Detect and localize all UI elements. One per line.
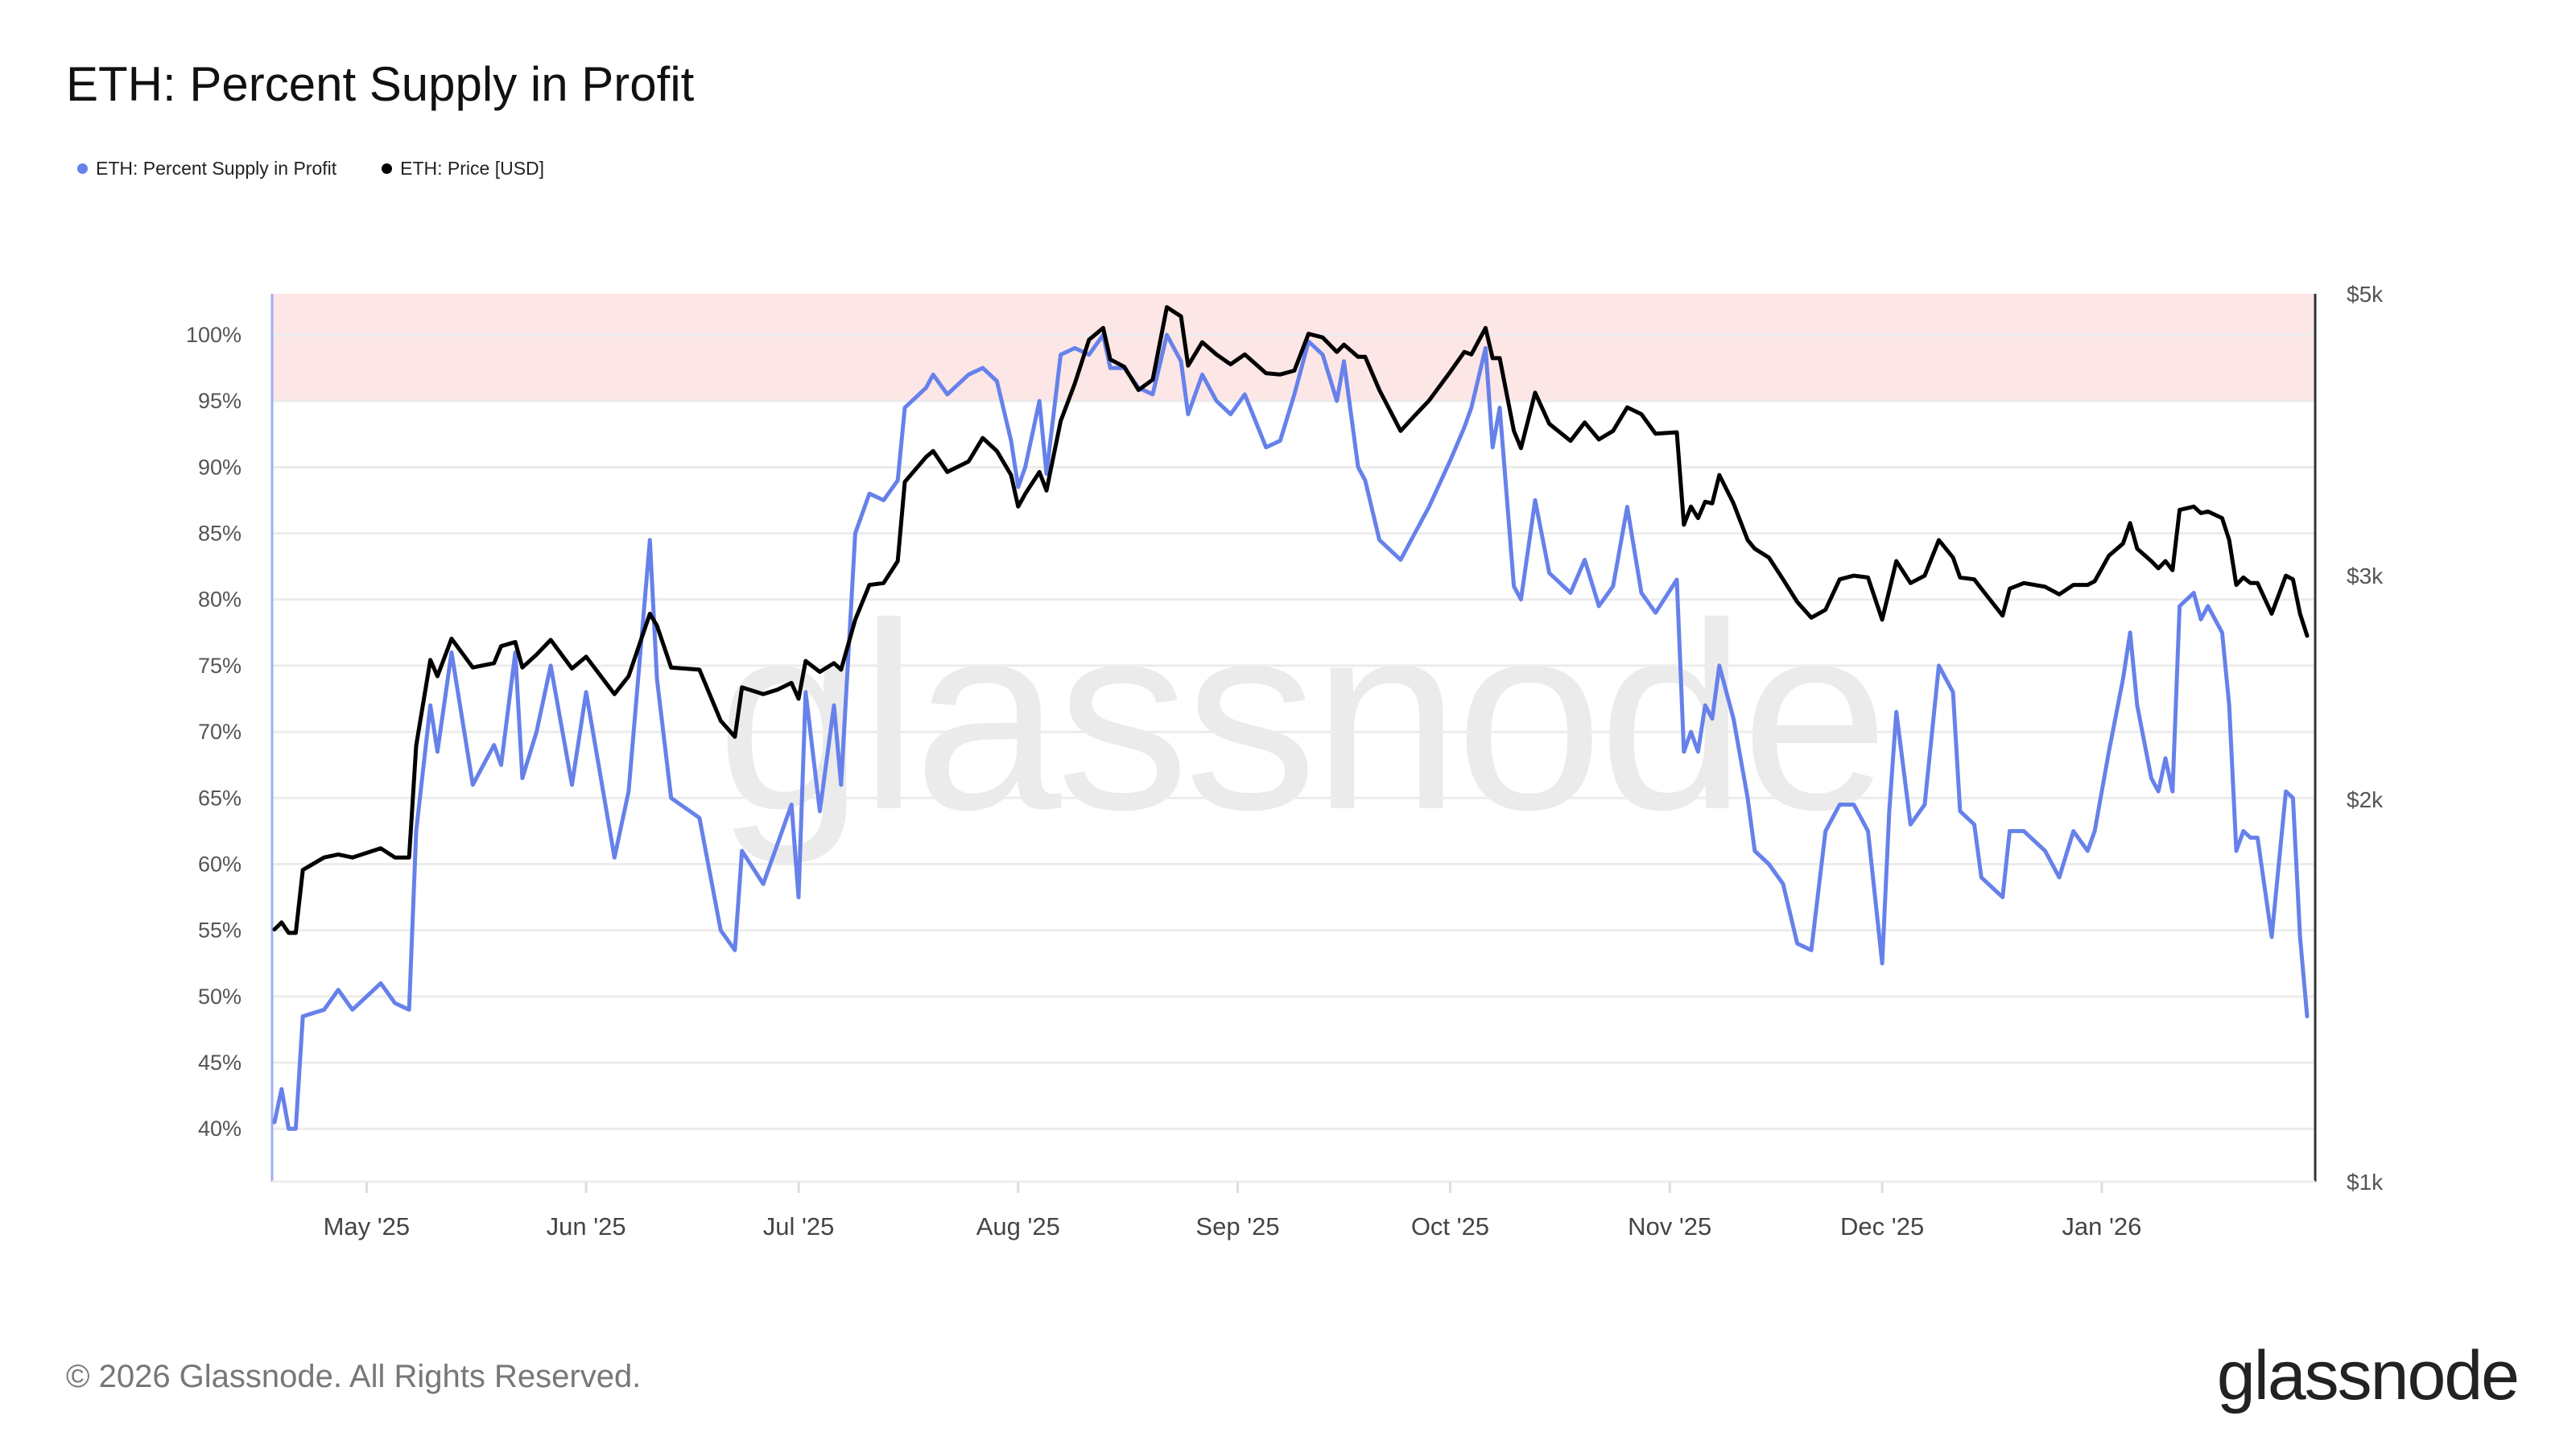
- x-tick-label: Jun '25: [547, 1212, 626, 1241]
- y-left-tick-label: 100%: [186, 323, 242, 347]
- watermark: glassnode: [716, 564, 1889, 869]
- y-left-tick-label: 95%: [198, 389, 242, 413]
- y-left-tick-label: 40%: [198, 1117, 242, 1141]
- y-right-tick-label: $2k: [2347, 787, 2384, 812]
- x-tick-label: Sep '25: [1195, 1212, 1279, 1241]
- series-line-price: [272, 305, 2310, 935]
- y-right-tick-label: $3k: [2347, 564, 2384, 588]
- copyright: © 2026 Glassnode. All Rights Reserved.: [66, 1359, 642, 1394]
- legend-label: ETH: Percent Supply in Profit: [96, 158, 337, 179]
- legend-dot-icon: [77, 163, 88, 174]
- x-tick-label: Aug '25: [976, 1212, 1060, 1241]
- legend-label: ETH: Price [USD]: [400, 158, 545, 179]
- series-line-percent-supply: [272, 332, 2310, 1131]
- glassnode-logo: glassnode: [2216, 1337, 2520, 1414]
- y-left-tick-label: 55%: [198, 919, 242, 943]
- y-left-tick-label: 50%: [198, 985, 242, 1009]
- x-tick-label: May '25: [324, 1212, 411, 1241]
- legend-item-price[interactable]: ETH: Price [USD]: [382, 158, 544, 180]
- y-left-tick-label: 60%: [198, 852, 242, 876]
- y-left-tick-label: 70%: [198, 720, 242, 744]
- chart-title: ETH: Percent Supply in Profit: [66, 57, 695, 111]
- x-tick-label: Nov '25: [1628, 1212, 1711, 1241]
- legend-item-percent-supply[interactable]: ETH: Percent Supply in Profit: [77, 158, 336, 180]
- y-left-tick-label: 75%: [198, 654, 242, 678]
- y-right-tick-label: $5k: [2347, 282, 2384, 307]
- legend-dot-icon: [382, 163, 393, 174]
- y-left-tick-label: 80%: [198, 588, 242, 612]
- y-left-tick-label: 85%: [198, 522, 242, 546]
- y-left-tick-label: 90%: [198, 455, 242, 479]
- x-tick-label: Jul '25: [763, 1212, 835, 1241]
- x-tick-label: Jan '26: [2062, 1212, 2141, 1241]
- watermark-text: glassnode: [716, 568, 1889, 865]
- y-right-tick-label: $1k: [2347, 1170, 2384, 1195]
- highlight-band: [272, 294, 2315, 402]
- x-tick-label: Oct '25: [1411, 1212, 1489, 1241]
- y-left-tick-label: 45%: [198, 1051, 242, 1075]
- x-tick-label: Dec '25: [1840, 1212, 1924, 1241]
- legend: ETH: Percent Supply in Profit ETH: Price…: [77, 158, 544, 180]
- y-left-tick-label: 65%: [198, 786, 242, 810]
